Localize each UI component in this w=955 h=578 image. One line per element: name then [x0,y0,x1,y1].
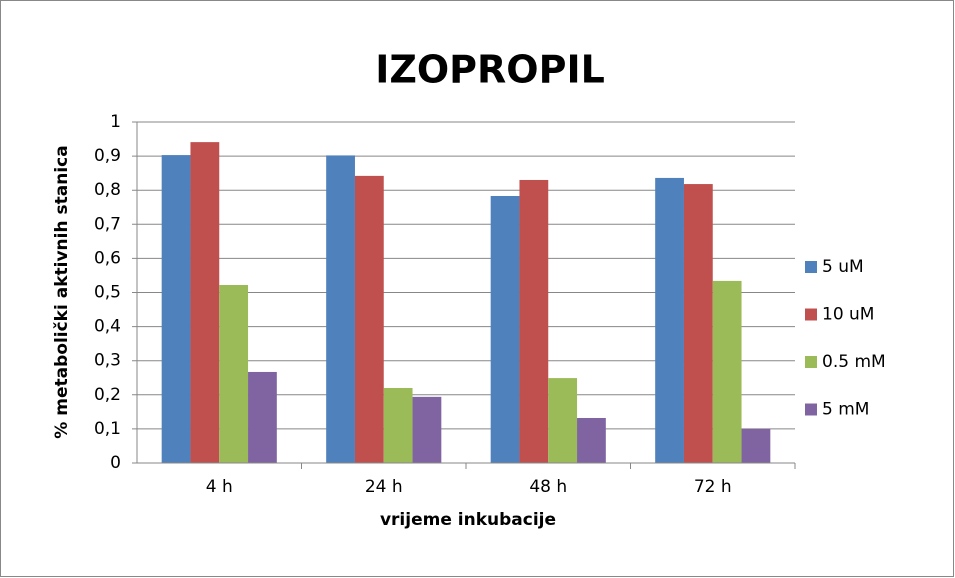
bar [548,378,578,463]
x-tick-label: 24 h [365,477,403,497]
bar [161,155,191,463]
bar [655,177,684,463]
y-tick-label: 0,9 [94,146,121,166]
y-tick-label: 1 [110,112,121,132]
legend-swatch [805,261,817,273]
legend-label: 5 uM [822,257,864,277]
y-tick-label: 0,2 [94,385,121,405]
legend-label: 5 mM [822,400,869,420]
y-tick-label: 0,3 [94,351,121,371]
x-axis-label: vrijeme inkubacije [380,510,556,530]
legend-swatch [805,308,817,321]
y-axis-label: % metabolički aktivnih stanica [52,145,72,438]
chart-title: IZOPROPIL [375,48,605,92]
bar [219,284,249,463]
legend-label: 10 uM [822,305,874,325]
bar [326,155,355,463]
bar [490,195,520,463]
y-tick-label: 0 [110,453,121,473]
bar [683,184,713,463]
x-tick-label: 72 h [694,477,732,497]
bar [354,175,384,464]
y-tick-label: 0,6 [94,248,121,268]
legend-label: 0.5 mM [822,352,886,372]
bar [712,280,742,463]
x-tick-label: 48 h [529,477,567,497]
bar [248,371,277,463]
y-tick-label: 0,4 [94,317,121,337]
x-tick-label: 4 h [206,477,233,497]
bar [577,417,606,463]
bar [190,142,220,463]
legend-swatch [805,403,817,416]
y-tick-label: 0,5 [94,283,121,303]
y-tick-label: 0,8 [94,180,121,200]
y-tick-label: 0,1 [94,419,121,439]
bar [383,387,413,463]
y-tick-label: 0,7 [94,214,121,234]
bar [519,179,549,463]
legend-swatch [805,356,817,368]
bar [412,396,442,463]
bar [741,428,771,463]
